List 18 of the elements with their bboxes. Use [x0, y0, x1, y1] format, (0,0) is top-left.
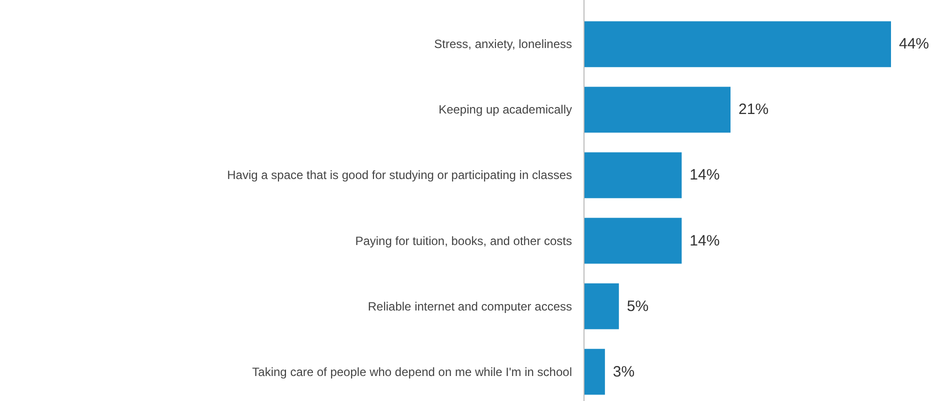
data-label: 3% — [612, 363, 635, 380]
data-label: 14% — [690, 166, 720, 184]
data-label: 5% — [626, 298, 649, 315]
bar — [584, 152, 682, 198]
data-label: 44% — [899, 36, 930, 53]
bar — [584, 348, 605, 395]
y-tick-label: Stress, anxiety, loneliness — [434, 37, 572, 52]
y-tick-label: Reliable internet and computer access — [368, 299, 572, 314]
bar — [584, 218, 682, 264]
data-label: 21% — [738, 101, 769, 118]
y-tick-label: Havig a space that is good for studying or participating in classes — [227, 168, 572, 182]
bar — [584, 86, 731, 133]
y-tick-label: Taking care of people who depend on me while I'm in school — [252, 364, 572, 379]
y-tick-label: Keeping up academically — [438, 102, 572, 117]
y-tick-label: Paying for tuition, books, and other costs — [355, 234, 572, 248]
data-label: 14% — [690, 232, 720, 250]
bar — [584, 283, 619, 330]
bar — [584, 21, 891, 68]
